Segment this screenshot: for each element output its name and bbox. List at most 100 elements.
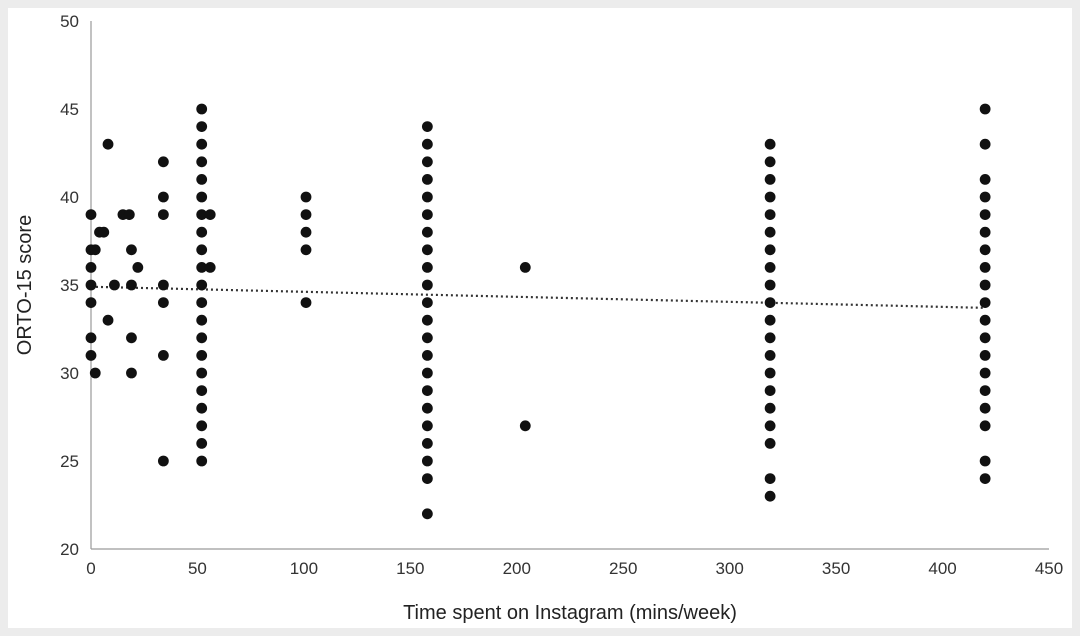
data-point [196, 174, 208, 185]
data-point [157, 455, 169, 467]
data-point [123, 209, 135, 221]
data-point [764, 332, 776, 344]
data-point [300, 244, 312, 256]
data-point [764, 262, 776, 273]
data-point [126, 332, 137, 344]
x-tick-label: 50 [188, 559, 207, 578]
data-point [764, 226, 776, 238]
x-tick-label: 350 [822, 559, 850, 578]
data-point [196, 297, 208, 308]
data-point [196, 332, 208, 344]
x-tick-label: 150 [396, 559, 424, 578]
data-point [421, 226, 433, 238]
data-point [421, 209, 433, 221]
data-point [300, 209, 312, 221]
data-point [979, 350, 991, 361]
data-point [421, 297, 433, 308]
data-point [764, 297, 776, 308]
x-tick-label: 250 [609, 559, 637, 578]
data-point [421, 508, 433, 520]
data-point [979, 455, 991, 467]
data-point [196, 350, 208, 361]
data-point [979, 174, 991, 185]
data-point [196, 121, 208, 132]
tick-labels: 0 50 100 150 200 250 300 350 400 450 20 25 30 35 40 45 5… [60, 12, 1063, 578]
data-point [764, 367, 776, 379]
data-point [764, 138, 776, 150]
data-point [764, 490, 776, 502]
data-point [85, 262, 97, 273]
y-axis-title: ORTO-15 score [14, 215, 36, 355]
data-point [979, 297, 991, 308]
data-point [196, 367, 208, 379]
data-point [196, 103, 208, 115]
data-point [421, 191, 433, 203]
data-point [421, 244, 433, 256]
data-point [126, 367, 137, 379]
data-point [204, 262, 216, 273]
data-point [421, 420, 433, 432]
data-point [126, 279, 137, 291]
data-point [421, 367, 433, 379]
data-point [764, 279, 776, 291]
y-tick-label: 25 [60, 452, 79, 471]
data-point [85, 297, 97, 308]
data-point [196, 262, 208, 273]
data-point [979, 314, 991, 326]
data-point [421, 350, 433, 361]
data-point [102, 314, 114, 326]
data-point [157, 191, 169, 203]
data-point [196, 455, 208, 467]
x-tick-label: 450 [1035, 559, 1063, 578]
data-point [979, 191, 991, 203]
data-point [764, 385, 776, 396]
data-point [979, 385, 991, 396]
data-point [196, 138, 208, 150]
data-point [421, 385, 433, 396]
data-point [421, 174, 433, 185]
trendline [90, 285, 986, 309]
data-point [519, 420, 531, 432]
axes [90, 21, 1049, 550]
y-tick-label: 35 [60, 276, 79, 295]
x-tick-label: 400 [928, 559, 956, 578]
data-point [979, 226, 991, 238]
data-point [421, 279, 433, 291]
data-point [979, 103, 991, 115]
data-point [157, 297, 169, 308]
data-point [979, 244, 991, 256]
data-point [764, 350, 776, 361]
data-point [196, 226, 208, 238]
data-point [132, 262, 144, 273]
chart-frame [8, 8, 1072, 628]
data-point [979, 367, 991, 379]
data-point [979, 402, 991, 414]
data-point [85, 332, 97, 344]
data-point [421, 156, 433, 168]
data-point [85, 350, 97, 361]
data-point [421, 314, 433, 326]
data-point [764, 244, 776, 256]
data-point [764, 420, 776, 432]
y-tick-label: 45 [60, 100, 79, 119]
data-point [764, 209, 776, 221]
data-point [764, 473, 776, 484]
data-point [519, 262, 531, 273]
data-point [421, 455, 433, 467]
y-tick-label: 30 [60, 364, 79, 383]
data-points [85, 103, 991, 520]
data-point [196, 402, 208, 414]
data-point [204, 209, 216, 221]
data-point [764, 191, 776, 203]
data-point [421, 262, 433, 273]
data-point [196, 385, 208, 396]
data-point [421, 473, 433, 484]
data-point [196, 209, 208, 221]
data-point [979, 473, 991, 484]
data-point [421, 332, 433, 344]
y-tick-label: 50 [60, 12, 79, 31]
x-axis-title: Time spent on Instagram (mins/week) [403, 602, 737, 624]
data-point [126, 244, 137, 256]
data-point [764, 314, 776, 326]
data-point [300, 191, 312, 203]
